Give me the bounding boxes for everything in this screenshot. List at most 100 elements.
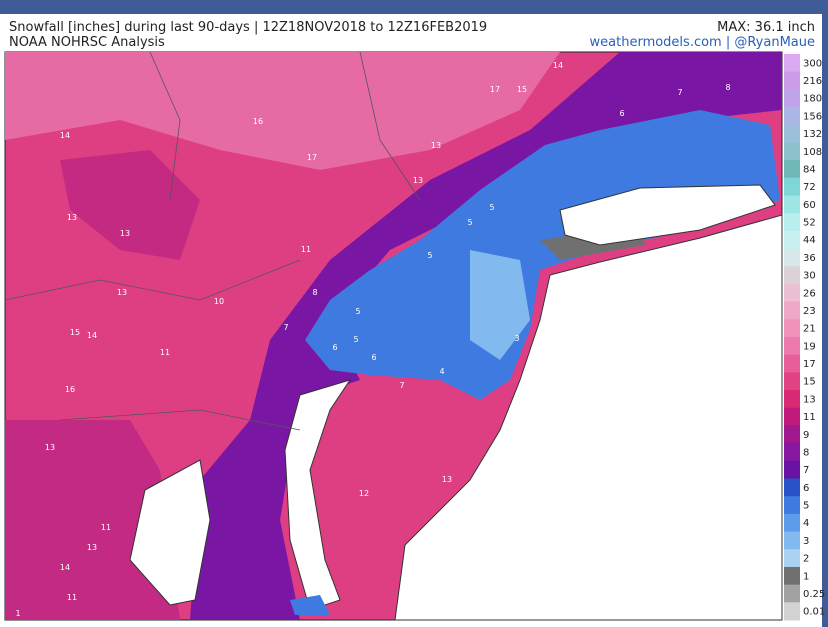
map-label: 6 — [332, 343, 337, 352]
colorbar-swatch — [784, 319, 800, 338]
map-label: 8 — [725, 83, 730, 92]
borders — [4, 51, 421, 431]
map-label: 11 — [101, 523, 111, 532]
colorbar-label: 52 — [803, 218, 816, 229]
map-label: 13 — [431, 141, 441, 150]
map-label: 5 — [489, 203, 494, 212]
map-label: 5 — [427, 251, 432, 260]
colorbar-swatch — [784, 124, 800, 143]
colorbar-label: 17 — [803, 359, 816, 370]
colorbar-swatch — [784, 195, 800, 214]
map-label: 3 — [682, 215, 687, 224]
colorbar-label: 0.01 — [803, 607, 825, 618]
colorbar-swatch — [784, 142, 800, 161]
map-label: 17 — [307, 153, 317, 162]
map-label: 14 — [87, 331, 97, 340]
subtitle: NOAA NOHRSC Analysis — [9, 35, 165, 50]
map-label: 14 — [60, 563, 70, 572]
map-label: 10 — [214, 297, 224, 306]
delaware-bay — [284, 379, 352, 611]
colorbar-swatch — [784, 496, 800, 515]
map-label: 13 — [45, 443, 55, 452]
colorbar-label: 7 — [803, 465, 809, 476]
colorbar-label: 36 — [803, 253, 816, 264]
colorbar-label: 180 — [803, 94, 822, 105]
colorbar-swatch — [784, 54, 800, 73]
colorbar-swatch — [784, 584, 800, 603]
map-label: 13 — [413, 176, 423, 185]
map-label: 13 — [87, 543, 97, 552]
colorbar-swatch — [784, 89, 800, 108]
colorbar-swatch — [784, 513, 800, 533]
colorbar-label: 19 — [803, 341, 816, 352]
colorbar-swatch — [784, 425, 800, 444]
colorbar-label: 84 — [803, 164, 816, 175]
map-label: 14 — [60, 131, 70, 140]
map-label: 6 — [619, 109, 624, 118]
colorbar-swatch — [784, 460, 800, 479]
region-light — [5, 52, 560, 170]
colorbar-swatch — [784, 301, 800, 320]
map-label: 4 — [439, 367, 444, 376]
title: Snowfall [inches] during last 90-days | … — [9, 20, 487, 35]
map-label: 5 — [467, 218, 472, 227]
colorbar-swatch — [784, 602, 800, 621]
colorbar-label: 26 — [803, 288, 816, 299]
colorbar-label: 108 — [803, 147, 822, 158]
colorbar-swatch — [784, 230, 800, 250]
colorbar-label: 132 — [803, 129, 822, 140]
colorbar-label: 8 — [803, 447, 809, 458]
top-bar — [0, 0, 828, 14]
map-label: 11 — [160, 348, 170, 357]
map-label: 6 — [371, 353, 376, 362]
colorbar-label: 13 — [803, 394, 816, 405]
colorbar-swatch — [784, 407, 800, 426]
ocean — [394, 214, 783, 621]
colorbar-label: 11 — [803, 412, 816, 423]
map-label: 10 — [295, 535, 305, 544]
map-label: 12 — [359, 489, 369, 498]
colorbar-label: 5 — [803, 501, 809, 512]
map-label: 16 — [253, 117, 263, 126]
colorbar-label: 0.25 — [803, 589, 825, 600]
colorbar-label: 300 — [803, 58, 822, 69]
colorbar-swatch — [784, 549, 800, 568]
colorbar-label: 21 — [803, 324, 816, 335]
map-label: 7 — [677, 88, 682, 97]
colorbar-swatch — [784, 107, 800, 126]
colorbar-swatch — [784, 248, 800, 267]
colorbar: 3002161801561321088472605244363026232119… — [784, 54, 825, 621]
colorbar-swatch — [784, 354, 800, 373]
colorbar-swatch — [784, 531, 800, 550]
side-bar — [822, 14, 828, 627]
colorbar-label: 60 — [803, 200, 816, 211]
colorbar-label: 3 — [803, 536, 809, 547]
colorbar-label: 6 — [803, 483, 809, 494]
colorbar-label: 9 — [803, 430, 809, 441]
long-island-sound — [559, 184, 776, 246]
map-label: 17 — [490, 85, 500, 94]
colorbar-label: 23 — [803, 306, 816, 317]
region-blue-south — [290, 595, 330, 615]
region-blue — [305, 110, 780, 400]
map-label: 8 — [312, 288, 317, 297]
colorbar-swatch — [784, 213, 800, 232]
map-label: 5 — [353, 335, 358, 344]
map-label: 11 — [67, 593, 77, 602]
colorbar-label: 4 — [803, 518, 809, 529]
colorbar-swatch — [784, 160, 800, 179]
map-label: 13 — [67, 213, 77, 222]
colorbar-label: 15 — [803, 377, 816, 388]
colorbar-swatch — [784, 478, 800, 497]
colorbar-swatch — [784, 71, 800, 90]
map-label: 15 — [517, 85, 527, 94]
colorbar-swatch — [784, 266, 800, 285]
max-label: MAX: 36.1 inch — [717, 20, 815, 35]
colorbar-swatch — [784, 566, 800, 586]
map-label: 5 — [355, 307, 360, 316]
colorbar-label: 216 — [803, 76, 822, 87]
colorbar-swatch — [784, 177, 800, 196]
colorbar-swatch — [784, 443, 800, 462]
